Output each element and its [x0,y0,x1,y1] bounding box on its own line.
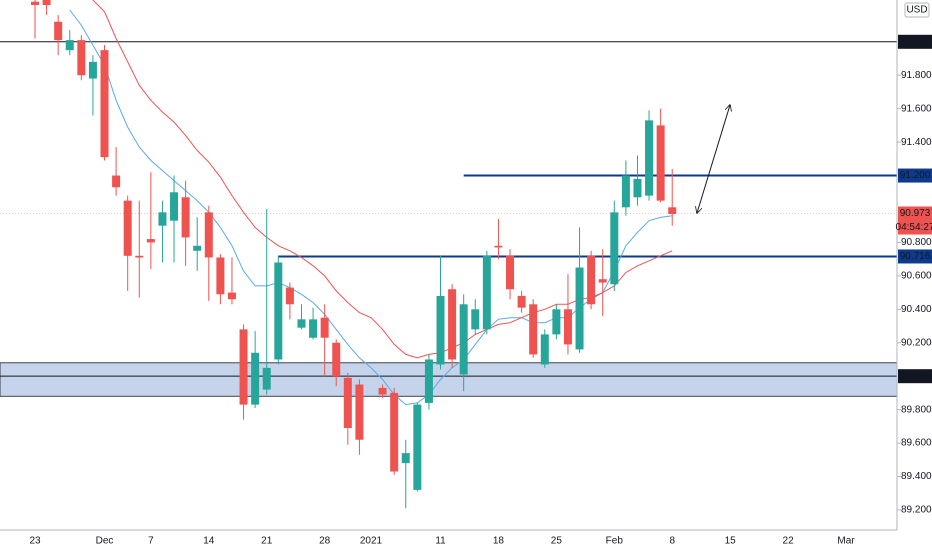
price-label-bg [898,206,932,221]
candle-body [355,384,364,440]
y-tick-label: 91.400 [901,137,932,148]
candle-body [274,262,283,360]
arrow-drawing [697,105,730,213]
candle-body [227,292,236,300]
candle-body [251,352,260,405]
x-tick-label: 28 [319,536,331,547]
candle-body [668,207,677,215]
candle-body [529,304,538,355]
y-tick-label: 90.200 [901,337,932,348]
candle-body [633,178,642,198]
x-tick-label: 23 [29,536,41,547]
y-tick-label: 90.400 [901,304,932,315]
candle-body [31,1,39,6]
price-label: 90.973 [900,208,931,219]
candle-body [575,267,584,350]
candle-body [598,279,607,283]
candle-body [610,212,619,285]
price-label: 91.200 [900,170,931,181]
candle-body [656,125,665,201]
candle-body [77,40,86,76]
x-tick-label: 15 [725,536,737,547]
candle-body [65,40,74,51]
candle-body [332,342,341,377]
price-label: 04:54:27 [896,222,932,233]
x-tick-label: 25 [551,536,563,547]
candle-body [100,50,109,158]
candle-body [42,0,51,6]
y-tick-label: 89.800 [901,404,932,415]
y-tick-label: 90.600 [901,271,932,282]
price-label-bg [898,369,932,384]
candle-body [517,295,526,308]
candle-body [587,255,596,305]
candle-body [482,255,491,330]
x-tick-label: 22 [783,536,795,547]
price-label: 90.000 [900,371,931,382]
x-tick-label: 11 [435,536,446,547]
x-tick-label: 18 [493,536,505,547]
candle-body [204,212,213,258]
y-tick-label: 91.800 [901,70,932,81]
price-label-bg [898,34,932,49]
y-tick-label: 91.600 [901,103,932,114]
candle-body [88,61,97,79]
candle-body [621,175,630,208]
candle-body [540,334,549,365]
x-tick-label: 14 [203,536,215,547]
candle-body [424,359,433,403]
price-label-bg [898,220,932,235]
candle-body [448,289,457,360]
x-tick-label: 2021 [360,536,383,547]
candle-body [471,309,480,330]
candle-body [459,304,468,375]
candle-body [239,329,248,405]
candle-body [170,192,179,221]
candle-body [158,212,167,226]
x-tick-label: 21 [261,536,273,547]
currency-label: USD [906,5,927,16]
candle-body [297,319,306,328]
candle-body [112,175,121,188]
candle-body [436,295,445,365]
candle-body [285,287,294,305]
price-label: 90.716 [900,251,931,262]
candle-body [320,317,329,338]
y-tick-label: 89.600 [901,438,932,449]
y-tick-label: 90.800 [901,237,932,248]
x-tick-label: Dec [96,536,114,547]
candle-body [563,309,572,345]
candle-body [216,257,225,295]
price-label: 92.000 [900,36,931,47]
x-tick-label: 8 [669,536,675,547]
candle-body [309,319,318,338]
support-zone [0,362,898,397]
candle-body [54,21,63,41]
price-label-bg [898,168,932,183]
currency-box [904,2,930,18]
price-label-bg [898,249,932,264]
x-tick-label: 7 [148,536,154,547]
candle-body [494,245,503,248]
candle-body [645,120,654,196]
candle-body [390,392,399,472]
y-tick-label: 89.200 [901,505,932,516]
candle-body [506,255,515,290]
candle-body [413,404,422,490]
candle-body [552,309,561,335]
candle-body [378,387,387,395]
x-tick-label: Feb [606,536,624,547]
candle-body [181,197,190,238]
x-tick-label: Mar [837,536,855,547]
candle-body [401,453,410,464]
candle-body [146,239,155,243]
y-tick-label: 89.400 [901,471,932,482]
candle-body [193,245,202,251]
candle-body [343,377,352,429]
candle-body [123,200,132,256]
candle-body [262,367,271,390]
candle-body [135,255,144,258]
